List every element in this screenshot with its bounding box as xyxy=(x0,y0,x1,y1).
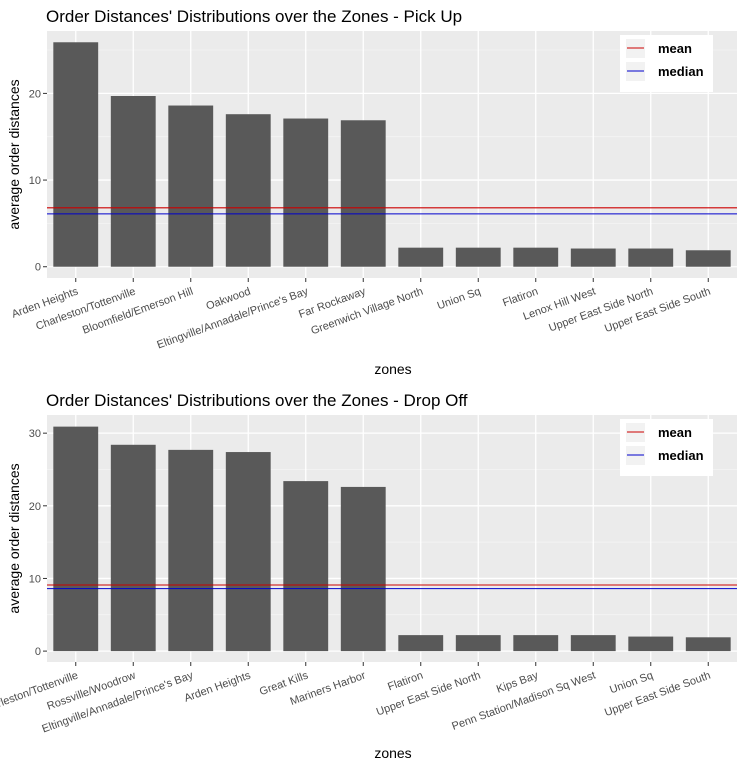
x-tick-label: Flatiron xyxy=(501,286,540,310)
bar xyxy=(570,635,616,652)
bar xyxy=(398,635,444,652)
y-tick-label: 10 xyxy=(29,573,41,585)
y-tick-label: 20 xyxy=(29,88,41,100)
legend: mean median xyxy=(620,419,713,476)
legend-label-mean: mean xyxy=(658,41,692,56)
y-tick-label: 0 xyxy=(35,646,41,658)
legend-label-mean: mean xyxy=(658,425,692,440)
y-tick-label: 30 xyxy=(29,428,41,440)
bar xyxy=(570,248,616,267)
y-tick-label: 10 xyxy=(29,175,41,187)
x-tick-label: Bloomfield/Emerson Hill xyxy=(81,286,195,337)
bar xyxy=(685,637,731,652)
x-tick-label: Arden Heights xyxy=(183,669,253,704)
y-tick-label: 20 xyxy=(29,501,41,513)
bar xyxy=(53,426,99,652)
bar xyxy=(283,481,329,652)
y-axis-title: average order distances xyxy=(6,463,22,613)
bar xyxy=(225,452,271,652)
bar xyxy=(628,636,674,652)
x-tick-label: Flatiron xyxy=(386,670,425,694)
x-tick-label: Upper East Side South xyxy=(603,670,712,720)
bar xyxy=(340,120,386,267)
bar xyxy=(225,114,271,267)
bar xyxy=(168,105,214,267)
x-axis-title: zones xyxy=(374,745,411,761)
x-tick-label: Union Sq xyxy=(436,286,483,313)
bar xyxy=(513,635,559,652)
x-axis-title: zones xyxy=(374,361,411,377)
bar xyxy=(340,486,386,652)
bar xyxy=(513,247,559,267)
bar xyxy=(110,444,156,652)
bar xyxy=(110,96,156,267)
y-tick-label: 0 xyxy=(35,262,41,274)
chart-drop-off: Order Distances' Distributions over the … xyxy=(0,391,737,761)
bar xyxy=(628,248,674,267)
bar xyxy=(685,250,731,267)
bar xyxy=(168,449,214,652)
legend: mean median xyxy=(620,35,713,92)
x-tick-label: Upper East Side South xyxy=(603,286,712,336)
bar xyxy=(53,42,99,267)
bar xyxy=(455,247,501,267)
chart-pick-up: Order Distances' Distributions over the … xyxy=(6,7,737,377)
bar xyxy=(398,247,444,267)
legend-label-median: median xyxy=(658,448,704,463)
y-axis-title: average order distances xyxy=(6,79,22,229)
x-tick-label: Upper East Side North xyxy=(375,670,483,719)
chart-title: Order Distances' Distributions over the … xyxy=(46,7,462,26)
bar xyxy=(455,635,501,652)
legend-label-median: median xyxy=(658,64,704,79)
bar xyxy=(283,118,329,267)
chart-title: Order Distances' Distributions over the … xyxy=(46,391,468,410)
